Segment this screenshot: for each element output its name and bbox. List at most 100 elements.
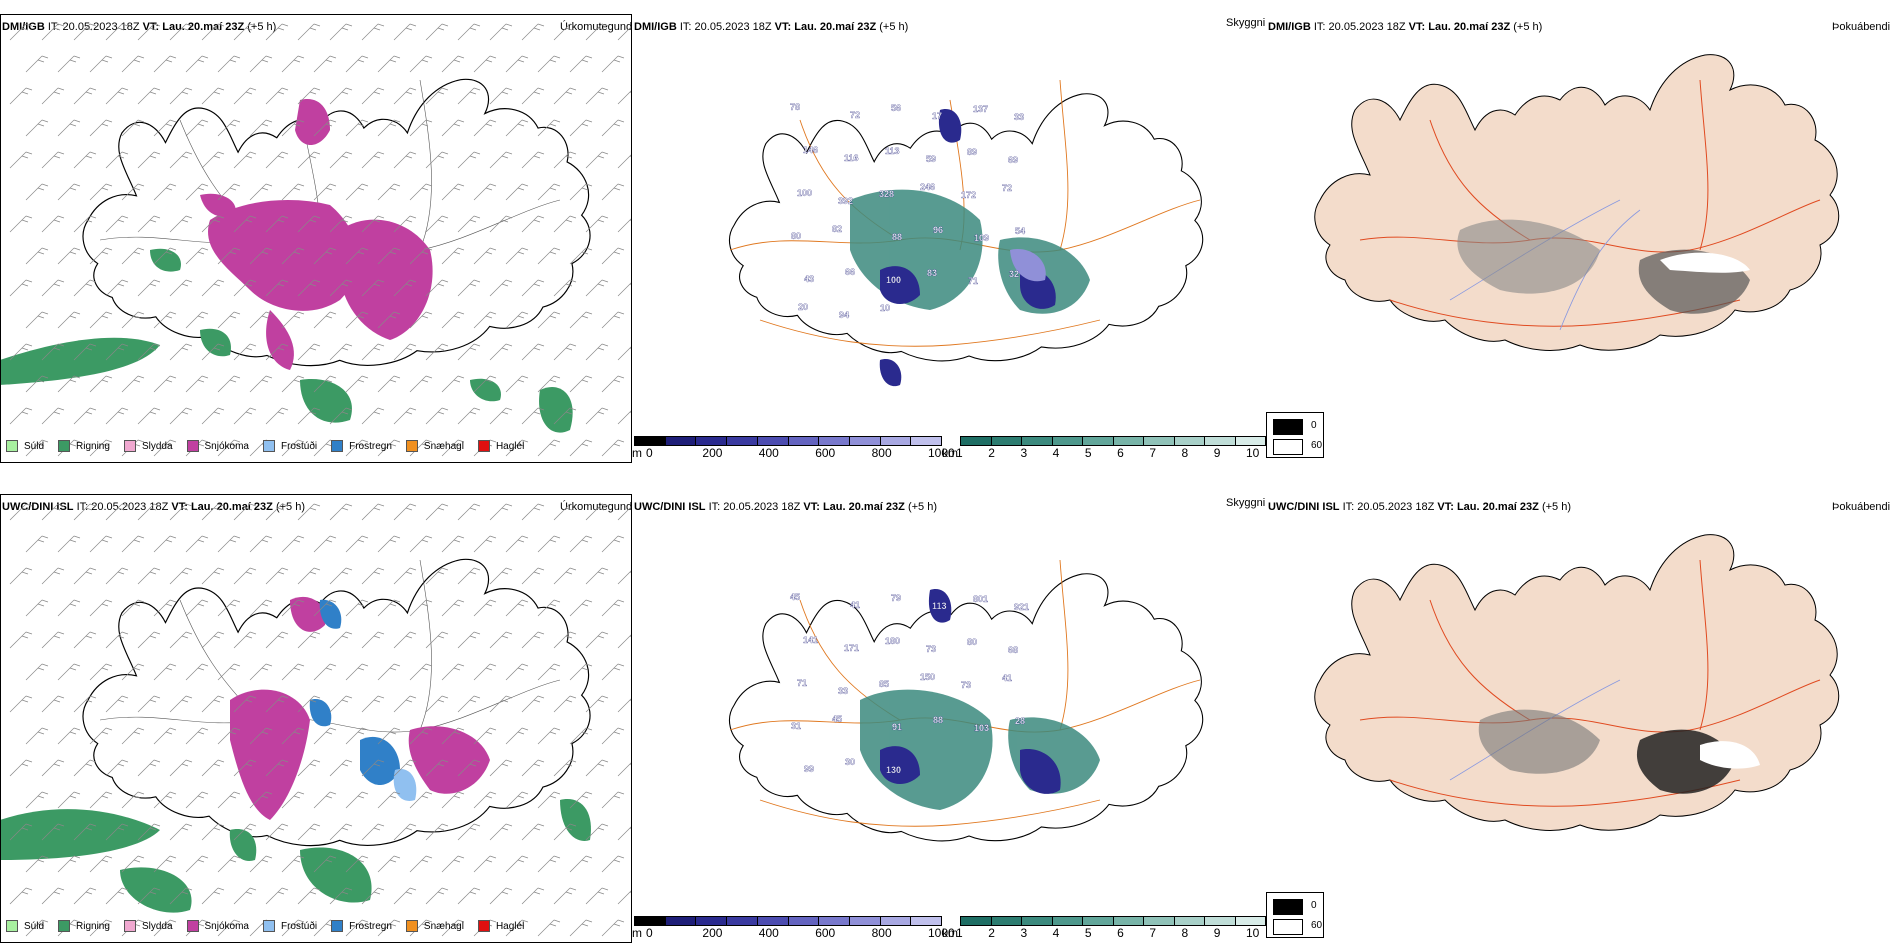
wind-barb	[361, 407, 385, 425]
wind-barb	[57, 727, 81, 745]
wind-barb	[121, 855, 145, 873]
wind-barb	[425, 279, 449, 297]
wind-barb	[297, 215, 321, 233]
wind-barb	[457, 567, 481, 585]
wind-barb	[281, 535, 305, 553]
wind-barb	[521, 631, 545, 649]
wind-barb	[537, 311, 561, 329]
wind-barb	[217, 919, 241, 937]
wind-barb	[25, 663, 49, 681]
wind-barb	[617, 826, 631, 841]
legend-label: Rigning	[76, 920, 110, 932]
wind-barb	[265, 567, 289, 585]
wind-barb	[601, 855, 625, 873]
wind-barb	[121, 119, 145, 137]
wind-barb	[265, 407, 289, 425]
fog-legend-label-0: 0	[1311, 900, 1317, 911]
colorbar-segment	[665, 917, 697, 925]
height-label: 73	[961, 680, 971, 690]
cloud-km-colorbar-1	[960, 436, 1266, 446]
wind-barb	[425, 215, 449, 233]
wind-barb	[634, 664, 656, 680]
wind-barb	[617, 154, 631, 169]
wind-barb	[201, 759, 225, 777]
legend-label: Súld	[24, 920, 45, 932]
wind-barb	[233, 823, 257, 841]
wind-barb	[537, 55, 561, 73]
fog-legend-2: 0 60	[1266, 892, 1324, 938]
colorbar-tick: 400	[758, 446, 779, 460]
wind-barb	[457, 151, 481, 169]
fog-map-drawing-2	[1314, 534, 1840, 831]
colorbar-segment	[880, 917, 912, 925]
wind-barb	[169, 759, 193, 777]
legend-label: Haglél	[495, 920, 525, 932]
wind-barb	[601, 119, 625, 137]
wind-barb	[89, 311, 113, 329]
colorbar-segment	[635, 917, 666, 925]
param-label-fog-1: Þokuábendi	[1832, 21, 1891, 33]
wind-barb	[25, 55, 49, 73]
height-label: 10	[880, 303, 890, 313]
wind-barb	[569, 183, 593, 201]
colorbar-tick: 8	[1181, 446, 1189, 460]
wind-barb	[345, 791, 369, 809]
wind-barb	[121, 663, 145, 681]
wind-barb	[441, 119, 465, 137]
wind-barb	[265, 279, 289, 297]
wind-barb	[169, 215, 193, 233]
wind-barb	[569, 855, 593, 873]
wind-barb	[457, 23, 481, 41]
wind-barb	[281, 791, 305, 809]
wind-barb	[265, 631, 289, 649]
wind-barb	[41, 87, 65, 105]
colorbar-segment	[961, 917, 992, 925]
wind-barb	[201, 695, 225, 713]
wind-barb	[217, 599, 241, 617]
legend-label: Súld	[24, 440, 45, 452]
wind-barb	[634, 56, 656, 72]
wind-barb	[393, 23, 417, 41]
wind-barb	[265, 759, 289, 777]
wind-barb	[153, 311, 177, 329]
wind-barb	[345, 247, 369, 265]
wind-barb	[9, 215, 33, 233]
wind-barb	[201, 87, 225, 105]
height-label: 17	[932, 111, 942, 121]
legend-swatch	[331, 920, 344, 932]
wind-barb	[25, 919, 49, 937]
wind-barb	[489, 87, 513, 105]
wind-barb	[105, 695, 129, 713]
wind-barb	[537, 535, 561, 553]
height-label: 28	[1015, 716, 1025, 726]
wind-barb	[393, 567, 417, 585]
wind-barb	[441, 311, 465, 329]
wind-barb	[393, 631, 417, 649]
wind-barb	[537, 727, 561, 745]
wind-barb	[585, 887, 609, 905]
wind-barb	[313, 855, 337, 873]
param-label-cloud-2: Skyggni	[1226, 497, 1266, 509]
wind-barb	[634, 728, 656, 744]
wind-barb	[73, 503, 97, 521]
wind-barb	[105, 759, 129, 777]
wind-barb	[297, 279, 321, 297]
wind-barb	[89, 375, 113, 393]
wind-barb	[153, 247, 177, 265]
wind-barb	[521, 823, 545, 841]
wind-barb	[41, 759, 65, 777]
precip-legend-item: Rigning	[58, 920, 110, 932]
wind-barb	[233, 407, 257, 425]
colorbar-tick: 800	[871, 446, 892, 460]
wind-barb	[521, 407, 545, 425]
wind-barb	[153, 535, 177, 553]
wind-barb	[634, 856, 656, 872]
wind-barb	[585, 503, 609, 521]
height-label: 88	[892, 232, 902, 242]
wind-barb	[345, 599, 369, 617]
wind-barb	[41, 695, 65, 713]
precip-legend-item: Frostregn	[331, 440, 392, 452]
wind-barb	[297, 823, 321, 841]
colorbar-tick: 1000	[928, 446, 955, 460]
wind-barb	[441, 439, 465, 457]
